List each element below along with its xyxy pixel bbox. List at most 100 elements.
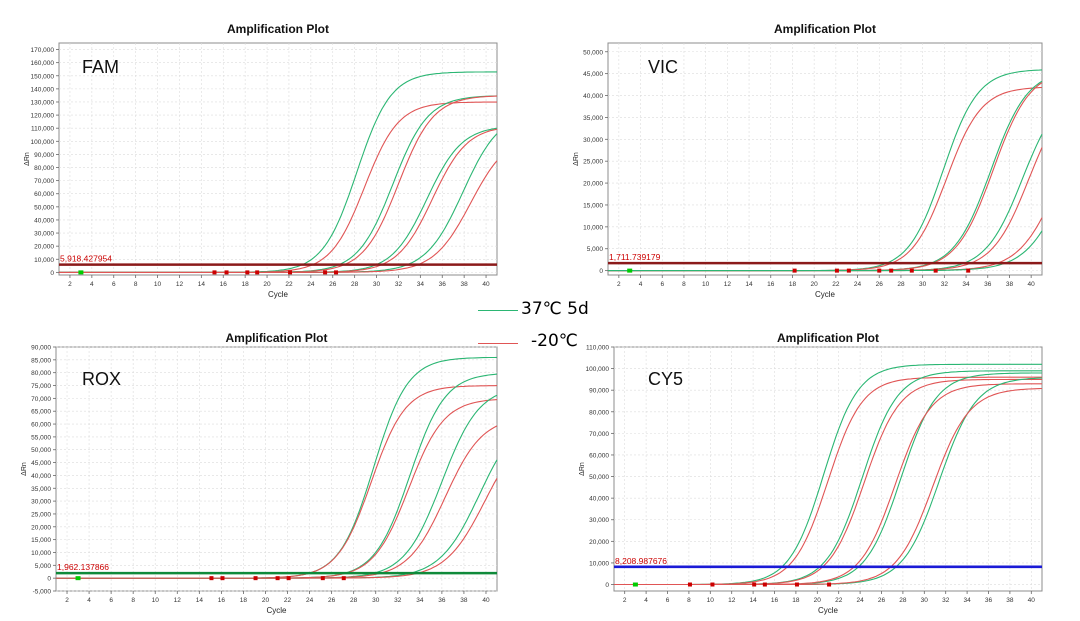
ct-marker: [877, 268, 882, 273]
x-tick-label: 24: [307, 281, 315, 288]
x-tick-label: 10: [702, 281, 710, 288]
x-tick-label: 20: [814, 597, 822, 604]
x-tick-label: 4: [644, 597, 648, 604]
dye-label: CY5: [648, 369, 683, 389]
ct-marker: [245, 270, 250, 275]
chart-title: Amplification Plot: [227, 22, 329, 36]
x-tick-label: 4: [90, 281, 94, 288]
y-tick-label: 90,000: [31, 345, 51, 352]
y-tick-label: 55,000: [31, 434, 51, 441]
ct-marker: [846, 268, 851, 273]
threshold-label: 1,711.739179: [609, 252, 661, 262]
y-tick-label: 10,000: [31, 550, 51, 557]
y-tick-label: 10,000: [589, 560, 609, 567]
x-tick-label: 28: [350, 597, 358, 604]
y-tick-label: 110,000: [586, 345, 609, 352]
x-tick-label: 26: [328, 597, 336, 604]
x-tick-label: 38: [460, 597, 468, 604]
plot-frame: [55, 346, 498, 592]
y-tick-label: 50,000: [589, 474, 609, 481]
x-tick-label: 8: [131, 597, 135, 604]
y-tick-label: 140,000: [31, 86, 55, 93]
dye-label: VIC: [648, 57, 678, 77]
y-tick-label: 120,000: [31, 113, 55, 120]
dye-label: ROX: [82, 369, 121, 389]
chart-rox: -5,000 0 5,000 10,000 15,000 20,000 25,000 30,0…: [21, 331, 498, 615]
chart-fam: 0 10,000 20,000 30,000 40,000 50,000 60,000 70,…: [24, 22, 498, 299]
legend-swatch-37c: [478, 310, 518, 311]
ct-marker: [710, 582, 715, 587]
ct-marker: [966, 268, 971, 273]
x-tick-label: 6: [109, 597, 113, 604]
x-tick-label: 38: [1006, 597, 1014, 604]
x-tick-label: 4: [87, 597, 91, 604]
y-tick-label: 20,000: [589, 539, 609, 546]
x-tick-label: 8: [134, 281, 138, 288]
y-tick-label: 0: [50, 270, 54, 277]
x-tick-label: 32: [395, 281, 403, 288]
y-tick-label: 75,000: [31, 383, 51, 390]
ct-marker: [212, 270, 217, 275]
x-axis-label: Cycle: [815, 290, 836, 299]
y-tick-label: 0: [599, 268, 603, 275]
x-tick-label: 16: [771, 597, 779, 604]
threshold-label: 5,918.427954: [60, 254, 112, 264]
x-tick-label: 36: [439, 281, 447, 288]
x-tick-label: 28: [899, 597, 907, 604]
y-tick-label: 150,000: [31, 73, 55, 80]
ct-marker: [253, 576, 258, 581]
y-tick-label: 70,000: [34, 178, 54, 185]
ct-marker: [323, 270, 328, 275]
y-tick-label: 20,000: [583, 181, 603, 188]
legend-swatch-minus20c: [478, 343, 518, 344]
y-tick-label: 65,000: [31, 409, 51, 416]
dye-label: FAM: [82, 57, 119, 77]
legend-label-minus20c: -20℃: [531, 331, 578, 351]
y-tick-label: 25,000: [583, 159, 603, 166]
x-tick-label: 6: [666, 597, 670, 604]
x-tick-label: 40: [1028, 281, 1036, 288]
ct-marker: [762, 582, 767, 587]
x-tick-label: 16: [767, 281, 775, 288]
x-tick-label: 6: [112, 281, 116, 288]
x-tick-label: 20: [263, 281, 271, 288]
plot-frame: [58, 42, 498, 276]
y-tick-label: 30,000: [589, 517, 609, 524]
y-tick-label: 70,000: [589, 431, 609, 438]
series-line-8: [59, 160, 498, 273]
x-tick-label: 40: [1028, 597, 1036, 604]
x-tick-label: 28: [351, 281, 359, 288]
y-tick-label: 60,000: [34, 191, 54, 198]
x-tick-label: 2: [68, 281, 72, 288]
y-tick-label: 85,000: [31, 357, 51, 364]
y-tick-label: 0: [605, 582, 609, 589]
x-tick-label: 2: [623, 597, 627, 604]
x-tick-label: 18: [792, 597, 800, 604]
y-axis-label: ΔRn: [21, 462, 28, 476]
x-tick-label: 40: [482, 597, 490, 604]
legend-label-37c: 37℃ 5d: [521, 299, 589, 319]
ct-marker: [220, 576, 225, 581]
y-tick-label: 30,000: [34, 231, 54, 238]
y-tick-label: 35,000: [583, 115, 603, 122]
chart-title: Amplification Plot: [226, 331, 328, 345]
y-tick-label: 80,000: [589, 409, 609, 416]
y-axis-label: ΔRn: [573, 152, 580, 166]
x-tick-label: 36: [984, 281, 992, 288]
y-tick-label: 15,000: [583, 202, 603, 209]
x-tick-label: 36: [985, 597, 993, 604]
x-tick-label: 28: [897, 281, 905, 288]
ct-marker: [794, 582, 799, 587]
x-tick-label: 30: [373, 281, 381, 288]
x-tick-label: 22: [285, 281, 293, 288]
y-tick-label: 30,000: [31, 499, 51, 506]
x-tick-label: 22: [835, 597, 843, 604]
x-tick-label: 34: [417, 281, 425, 288]
y-tick-label: 90,000: [589, 388, 609, 395]
y-tick-label: 50,000: [34, 204, 54, 211]
ct-marker: [687, 582, 692, 587]
y-tick-label: 25,000: [31, 511, 51, 518]
x-tick-label: 14: [196, 597, 204, 604]
threshold-label: 8,208.987676: [615, 556, 667, 566]
